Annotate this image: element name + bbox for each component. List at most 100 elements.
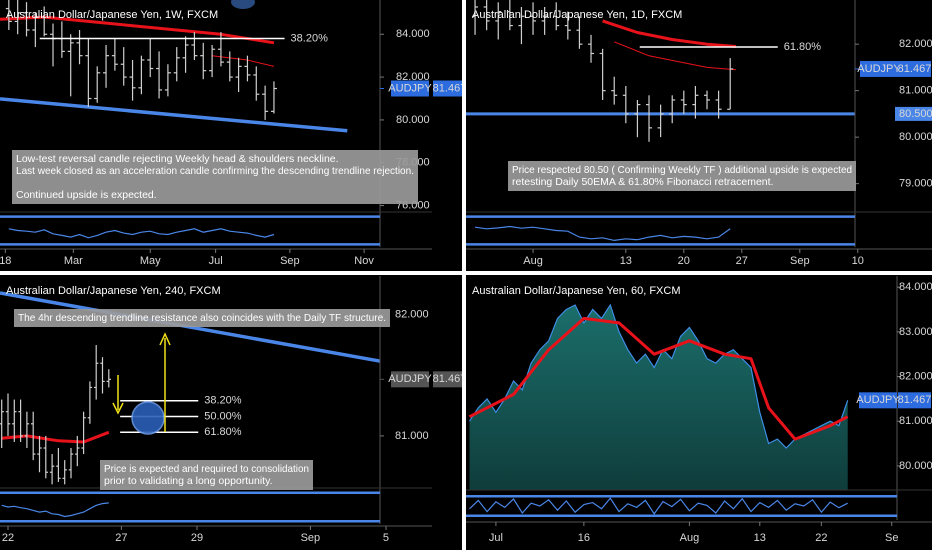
chart-title: Australian Dollar/Japanese Yen, 60, FXCM [472, 285, 681, 297]
plot-area [0, 0, 348, 133]
x-tick-label: May [140, 255, 161, 267]
x-tick-label: 5 [383, 532, 389, 544]
y-tick-label: 83.000 [899, 326, 932, 338]
moving-average [468, 316, 849, 441]
y-tick-label: 82.000 [899, 38, 932, 50]
chart-title: Australian Dollar/Japanese Yen, 240, FXC… [6, 285, 221, 297]
x-tick-label: 29 [191, 532, 203, 544]
x-tick-label: 10 [852, 255, 864, 267]
x-tick-label: 27 [736, 255, 748, 267]
price-tag-name-bg [859, 392, 897, 409]
annotation-text: retesting Daily 50EMA & 61.80% Fibonacci… [512, 176, 773, 188]
price-tag-name: AUDJPY [388, 373, 432, 385]
x-tick-label: 27 [115, 532, 127, 544]
price-tag-value: 81.467 [433, 82, 467, 94]
moving-average [1, 430, 110, 444]
chart-title: Australian Dollar/Japanese Yen, 1W, FXCM [6, 9, 218, 21]
x-tick-label: 22 [2, 532, 14, 544]
price-tag-value-bg [898, 60, 931, 77]
fib-label: 61.80% [784, 41, 822, 53]
price-tag-name-bg [391, 80, 429, 97]
annotation-box [12, 150, 418, 204]
support-tag [895, 106, 932, 121]
trendline [0, 97, 348, 133]
price-tag-value: 81.467 [898, 394, 932, 406]
annotation-box [14, 309, 390, 327]
annotation-text: Low-test reversal candle rejecting Weekl… [16, 153, 339, 165]
price-tag-name: AUDJPY [388, 82, 432, 94]
trendline [0, 291, 380, 363]
price-tag-name-bg [860, 60, 898, 77]
price-tag-name-bg [391, 371, 429, 388]
oscillator-line [469, 497, 848, 515]
x-tick-label: Se [885, 532, 898, 544]
y-tick-label: 80.000 [899, 460, 932, 472]
y-tick-label: 81.000 [899, 85, 932, 97]
y-tick-label: 80.000 [396, 114, 430, 126]
x-tick-label: Nov [354, 255, 374, 267]
annotation-text: The 4hr descending trendline resistance … [18, 312, 386, 324]
chart-panel: 84.000 83.000 82.000 81.000 80.000 Jul 16 Aug 13… [466, 276, 932, 544]
y-tick-label: 81.000 [395, 430, 429, 442]
arrow-head [112, 402, 124, 415]
x-tick-label: 20 [678, 255, 690, 267]
annotation-box [100, 460, 313, 490]
x-tick-label: Sep [301, 532, 321, 544]
y-tick-label: 84.000 [899, 281, 932, 293]
y-tick-label: 80.000 [899, 131, 932, 143]
oscillator-line [1, 502, 109, 518]
x-tick-label: Jul [489, 532, 503, 544]
price-tag-value-bg [898, 392, 931, 409]
annotation-box [508, 161, 856, 191]
chart-title: Australian Dollar/Japanese Yen, 1D, FXCM [472, 9, 682, 21]
plot-area [466, 0, 855, 142]
fib-label: 50.00% [204, 410, 242, 422]
chart-panel: 82.000 81.000 80.000 79.000 Aug 13 20 27 Sep 10 80… [466, 0, 932, 267]
marker-circle [231, 0, 255, 9]
moving-average [614, 41, 737, 71]
x-tick-label: Sep [280, 255, 300, 267]
price-tag-value: 81.467 [898, 63, 932, 75]
fib-label: 61.80% [204, 426, 242, 438]
marker-circle [131, 401, 165, 435]
support-label: 80.500 [899, 108, 932, 120]
x-tick-label: 13 [620, 255, 632, 267]
annotation-text: Last week closed as an acceleration cand… [16, 165, 414, 177]
plot-area [468, 303, 849, 490]
price-tag-value-bg [433, 80, 466, 97]
price-tag-name: AUDJPY [857, 63, 901, 75]
x-tick-label: 16 [578, 532, 590, 544]
x-tick-label: 22 [815, 532, 827, 544]
y-tick-label: 82.000 [899, 370, 932, 382]
area-line [468, 303, 849, 449]
fib-label: 38.20% [204, 395, 242, 407]
y-tick-label: 82.000 [396, 71, 430, 83]
separator [462, 0, 466, 550]
x-tick-label: Aug [523, 255, 543, 267]
chart-panel: 84.00082.00080.00078.00076.00018MarMayJu… [0, 0, 466, 267]
x-tick-label: 18 [0, 255, 11, 267]
x-tick-label: Aug [680, 532, 700, 544]
price-tag-name: AUDJPY [856, 394, 900, 406]
price-tag-value-bg [433, 371, 466, 388]
area-fill [469, 305, 848, 490]
annotation-text: Continued upside is expected. [16, 189, 157, 201]
plot-area [0, 291, 380, 485]
y-tick-label: 82.000 [395, 309, 429, 321]
x-tick-label: Jul [209, 255, 223, 267]
annotation-text: Price is expected and required to consol… [104, 463, 309, 475]
x-tick-label: 13 [754, 532, 766, 544]
price-tag-value: 81.467 [433, 373, 467, 385]
moving-average [602, 19, 737, 48]
x-tick-label: Mar [64, 255, 83, 267]
y-tick-label: 84.000 [396, 28, 430, 40]
fib-label: 38.20% [291, 32, 329, 44]
y-tick-label: 79.000 [899, 178, 932, 190]
annotation-text: prior to validating a long opportunity. [104, 475, 273, 487]
x-tick-label: Sep [790, 255, 810, 267]
chart-panel: 82.000 81.000 22 27 29 Sep 5 38.20% 50.00% 61.80%… [0, 276, 466, 544]
oscillator-line [8, 228, 275, 239]
y-tick-label: 81.000 [899, 415, 932, 427]
